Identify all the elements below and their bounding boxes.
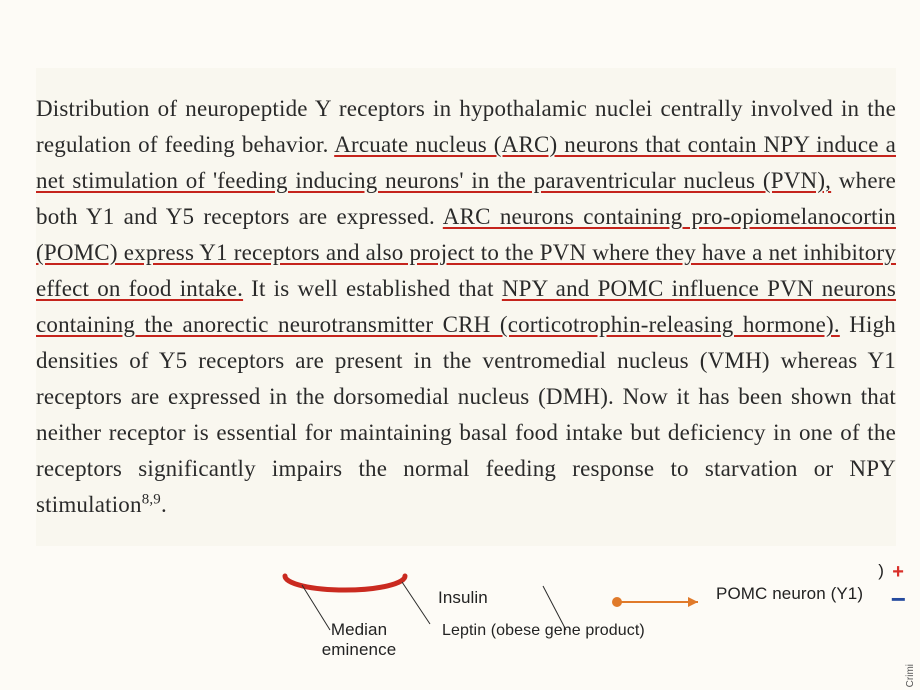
text-block: Distribution of neuropeptide Y receptors… [36,68,896,546]
text-plain: It is well established that [243,276,502,301]
label-line: eminence [322,640,397,659]
label-line: Median [331,620,387,639]
superscript-citation: 8,9 [142,491,161,507]
text-plain: High densities of Y5 receptors are prese… [36,312,896,517]
label-pomc-neuron: POMC neuron (Y1) [716,584,863,604]
label-plus: + [892,561,904,584]
label-median-eminence: Median eminence [304,620,414,660]
label-insulin: Insulin [438,588,488,608]
text-plain: . [161,492,167,517]
label-minus: − [891,584,906,615]
image-credit: Bob Crimi [905,664,916,690]
page-root: Distribution of neuropeptide Y receptors… [0,0,920,690]
label-paren: ) [878,561,884,581]
paragraph: Distribution of neuropeptide Y receptors… [36,91,896,523]
diagram-labels: Median eminence Insulin Leptin (obese ge… [0,570,920,690]
label-leptin: Leptin (obese gene product) [442,622,645,640]
